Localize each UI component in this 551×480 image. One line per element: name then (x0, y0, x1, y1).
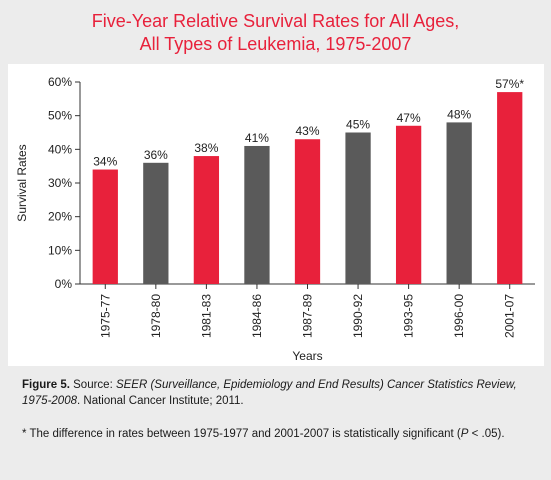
bar (143, 162, 169, 284)
chart-title-line-2: All Types of Leukemia, 1975-2007 (139, 34, 412, 54)
x-tick-label: 1990-92 (351, 294, 365, 338)
plot-panel: 0% 10% 20% 30% 40% 50% 60% 34% 1975-77 36% 1978-80… (8, 64, 544, 366)
figure-label: Figure 5. (22, 379, 70, 391)
x-tick-label: 2001-07 (503, 294, 517, 338)
data-label: 47% (397, 111, 421, 125)
chart-title-line-1: Five-Year Relative Survival Rates for Al… (91, 11, 460, 31)
data-label: 48% (447, 107, 471, 121)
bar (244, 145, 270, 284)
x-tick-label: 1975-77 (98, 294, 112, 338)
x-tick-label: 1993-95 (402, 294, 416, 338)
chart-title: Five-Year Relative Survival Rates for Al… (0, 10, 551, 56)
bar (92, 169, 118, 284)
y-tick-label: 10% (48, 243, 72, 257)
caption-source-title: SEER (Surveillance, Epidemiology and End… (22, 379, 517, 407)
footnote-text-before: * The difference in rates between 1975-1… (22, 428, 461, 440)
data-label: 57%* (495, 77, 524, 91)
y-tick-label: 40% (48, 142, 72, 156)
footnote-p-symbol: P (460, 428, 469, 440)
x-tick-label: 1996-00 (452, 294, 466, 338)
caption-source-prefix: Source: (69, 379, 116, 391)
figure-caption: Figure 5. Source: SEER (Surveillance, Ep… (22, 377, 537, 409)
bar-chart: 0% 10% 20% 30% 40% 50% 60% 34% 1975-77 36% 1978-80… (15, 75, 535, 363)
data-label: 34% (93, 155, 117, 169)
y-tick-label: 60% (48, 75, 72, 89)
significance-footnote: * The difference in rates between 1975-1… (22, 426, 537, 442)
data-label: 45% (346, 118, 370, 132)
x-tick-label: 1987-89 (301, 294, 315, 338)
caption-source-suffix: . National Cancer Institute; 2011. (77, 395, 244, 407)
data-label: 41% (245, 131, 269, 145)
bar (395, 125, 422, 284)
bar (193, 156, 220, 284)
x-tick-label: 1978-80 (149, 294, 163, 338)
y-tick-label: 0% (55, 277, 73, 291)
bar (345, 132, 371, 284)
footnote-text-after: < .05). (468, 428, 505, 440)
x-tick-label: 1984-86 (250, 294, 264, 338)
data-label: 38% (194, 141, 218, 155)
bar (294, 139, 321, 284)
y-tick-label: 50% (48, 109, 72, 123)
x-axis-title: Years (292, 349, 322, 363)
bar (446, 122, 472, 285)
data-label: 36% (144, 148, 168, 162)
y-tick-label: 30% (48, 176, 72, 190)
y-tick-label: 20% (48, 210, 72, 224)
data-label: 43% (295, 124, 319, 138)
bar (497, 92, 523, 284)
y-axis-title: Survival Rates (15, 144, 29, 221)
x-tick-label: 1981-83 (199, 294, 213, 338)
